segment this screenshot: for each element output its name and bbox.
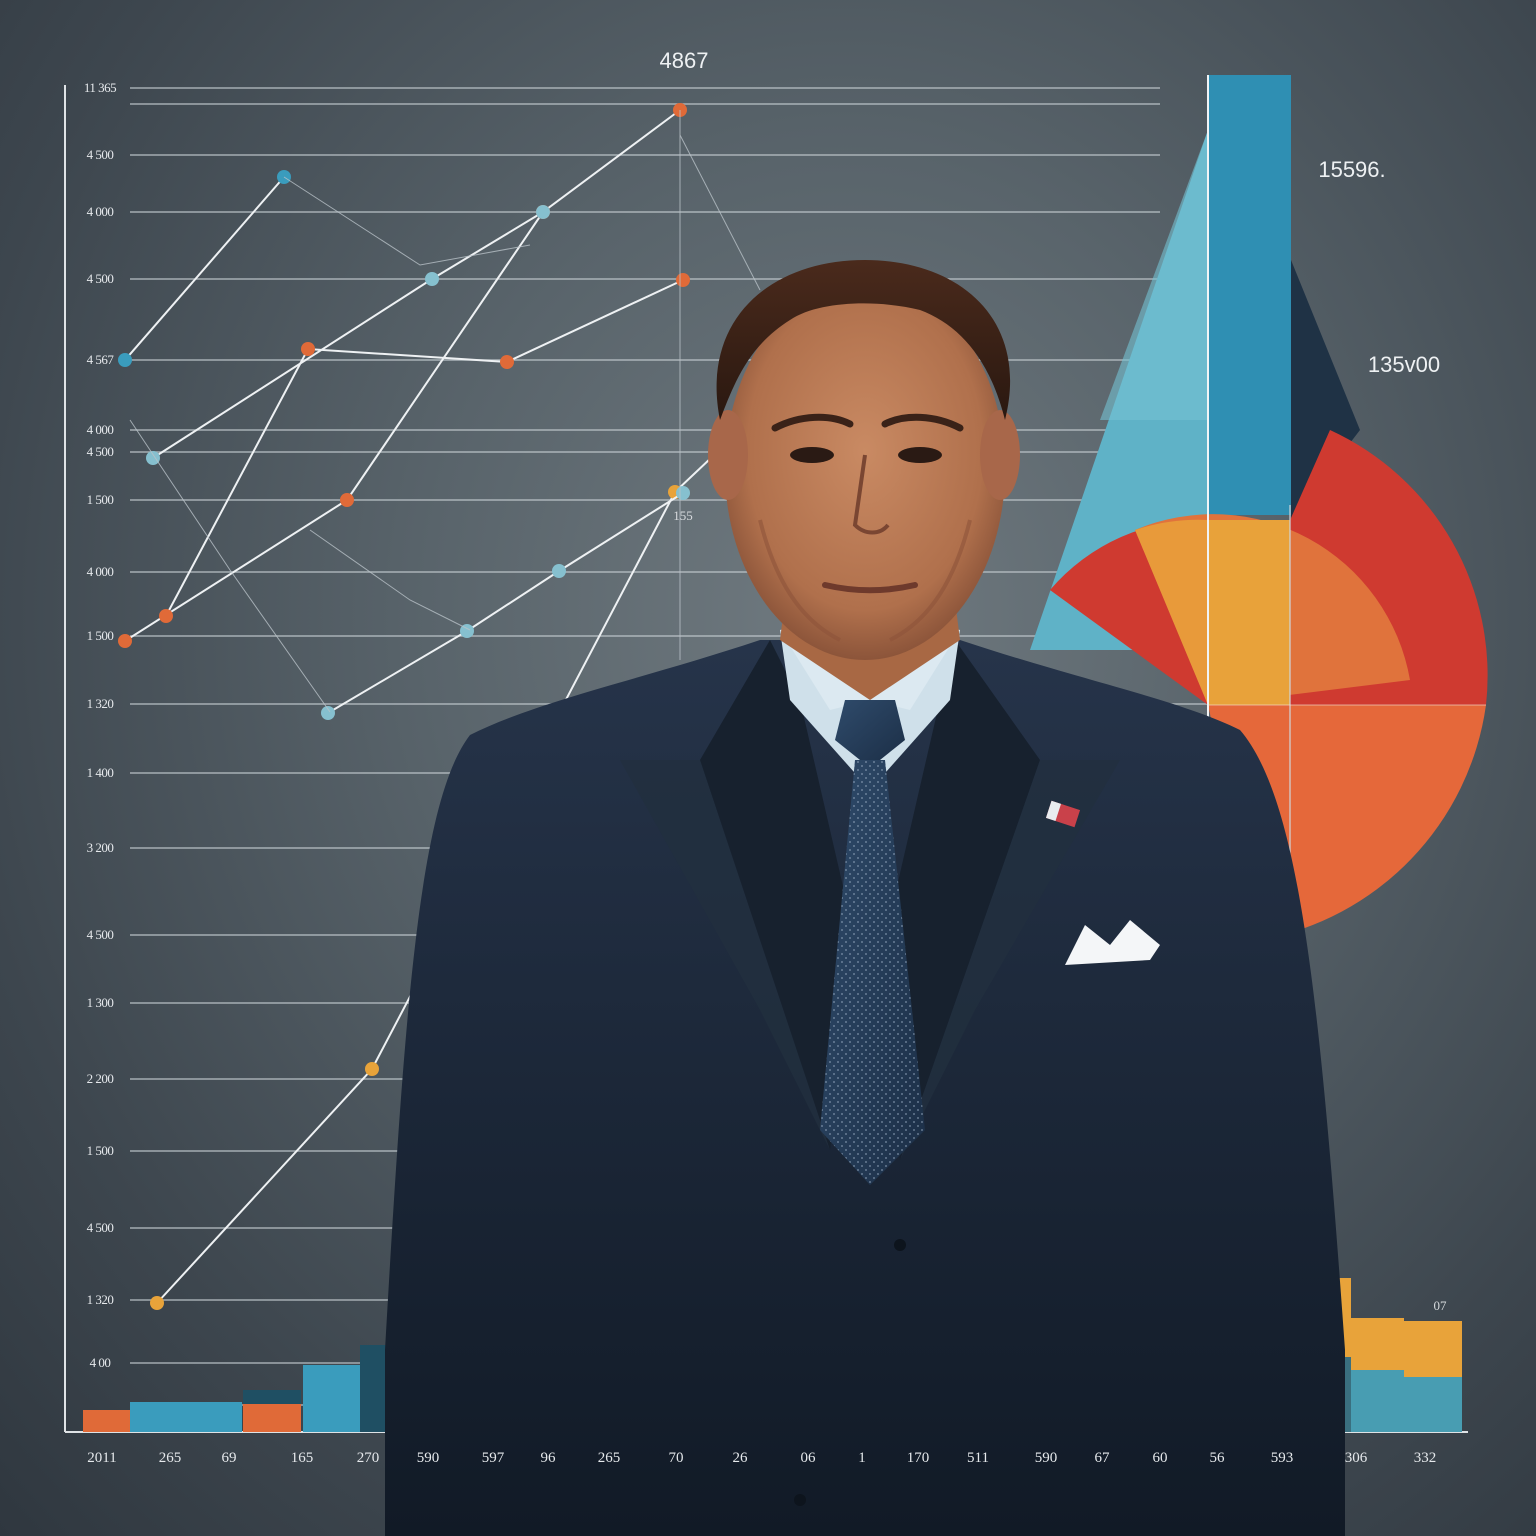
y-tick-label: 4 500 [87,1220,114,1235]
x-tick-label: 332 [1414,1450,1437,1466]
series-line [152,211,544,459]
x-tick-label: 96 [541,1450,557,1466]
series-point [500,355,514,369]
x-tick-label: 69 [222,1450,237,1466]
x-tick-label: 306 [1345,1450,1368,1466]
y-tick-label: 1 500 [87,492,114,507]
x-tick-label: 2011 [87,1450,116,1466]
series-line [124,176,285,361]
x-tick-label: 593 [1271,1450,1294,1466]
series-point [146,451,160,465]
bar [185,1402,242,1432]
x-tick-label: 590 [1035,1450,1058,1466]
x-tick-label: 270 [357,1450,380,1466]
bar [130,1402,185,1432]
y-tick-label: 1 500 [87,1143,114,1158]
y-tick-label: 4 500 [87,927,114,942]
y-tick-label: 1 300 [87,995,114,1010]
y-tick-label: 4 000 [87,564,114,579]
series-point [425,272,439,286]
y-tick-label: 1 400 [87,765,114,780]
series-point [150,1296,164,1310]
x-tick-label: 265 [159,1450,182,1466]
x-tick-label: 170 [907,1450,930,1466]
bar-segment [1404,1377,1462,1432]
y-tick-label: 4 000 [87,422,114,437]
series-point [552,564,566,578]
x-tick-label: 67 [1095,1450,1111,1466]
series-point [340,493,354,507]
x-tick-label: 26 [733,1450,749,1466]
y-tick-label: 3 200 [87,840,114,855]
y-tick-label: 1 320 [87,1292,114,1307]
x-tick-label: 1 [858,1450,866,1466]
mid-small-callout: 155 [673,508,693,523]
flag-pin-icon [1045,800,1081,828]
x-tick-label: 60 [1153,1450,1168,1466]
y-tick-label: 1 320 [87,696,114,711]
x-tick-label: 597 [482,1450,505,1466]
series-point [365,1062,379,1076]
x-axis-labels: 2011 265 69 165 270 590 597 96 265 70 26 06 1 170 511 5… [87,1450,1436,1466]
y-tick-label: 4 500 [87,147,114,162]
x-tick-label: 511 [967,1450,989,1466]
y-tick-label: 4 500 [87,444,114,459]
pocket-square-icon [1065,920,1160,965]
y-axis-labels: 11 365 4 500 4 000 4 500 4 567 4 000 4 500 1 50… [84,80,117,1370]
series-point [460,624,474,638]
series-point [301,342,315,356]
bar [243,1404,301,1432]
geometric-pie-graphic [1030,75,1488,1430]
series-line [124,109,681,642]
y-tick-label: 1 500 [87,628,114,643]
series-point [159,609,173,623]
series-line [327,492,684,714]
series-point [676,273,690,287]
right-middle-value-callout: 135v00 [1368,352,1440,377]
x-tick-label: 06 [801,1450,817,1466]
bar-segment [1351,1370,1404,1432]
series-point [676,486,690,500]
series-point [118,353,132,367]
y-tick-label: 2 200 [87,1071,114,1086]
x-tick-label: 265 [598,1450,621,1466]
series-point [321,706,335,720]
x-tick-label: 165 [291,1450,314,1466]
bar-end-value-callout: 07 [1434,1298,1448,1313]
x-tick-label: 590 [417,1450,440,1466]
y-tick-label: 4 00 [90,1355,111,1370]
right-upper-value-callout: 15596. [1318,157,1385,182]
bar [83,1410,130,1432]
x-tick-label: 70 [669,1450,684,1466]
connector-lines [129,110,761,713]
y-tick-label: 4 567 [87,352,115,367]
series-point [118,634,132,648]
bar [303,1365,360,1432]
series-point [536,205,550,219]
portrait-figure-icon [385,260,1345,1536]
top-value-callout: 4867 [660,48,709,73]
series-line [165,279,684,617]
y-tick-label: 11 365 [84,80,116,95]
y-tick-label: 4 000 [87,204,114,219]
y-tick-label: 4 500 [87,271,114,286]
x-tick-label: 56 [1210,1450,1226,1466]
